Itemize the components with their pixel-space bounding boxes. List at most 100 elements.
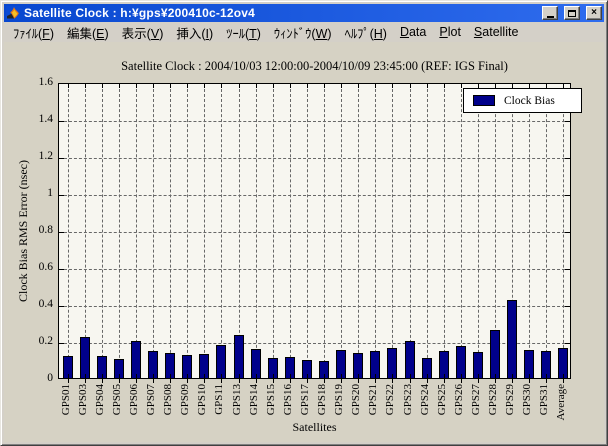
- maximize-button[interactable]: [564, 6, 580, 20]
- x-tick-outer: [119, 379, 120, 383]
- menu-item-E[interactable]: 編集(E): [67, 23, 109, 42]
- x-tick-top: [68, 84, 69, 88]
- x-gridline: [546, 84, 547, 378]
- y-tick-label: 0: [12, 372, 53, 384]
- x-tick-label-GPS23: GPS23: [402, 384, 415, 415]
- x-tick-label-GPS05: GPS05: [111, 384, 124, 415]
- x-tick-bottom: [392, 374, 393, 378]
- x-tick-bottom: [478, 374, 479, 378]
- x-tick-bottom: [461, 374, 462, 378]
- x-tick-label-GPS22: GPS22: [384, 384, 397, 415]
- y-tick-label: 0.4: [12, 298, 53, 310]
- x-tick-outer: [221, 379, 222, 383]
- x-tick-bottom: [307, 374, 308, 378]
- menu-item-I[interactable]: 挿入(I): [176, 23, 213, 42]
- plot-area: [58, 83, 571, 379]
- x-tick-top: [358, 84, 359, 88]
- x-tick-bottom: [119, 374, 120, 378]
- x-tick-bottom: [256, 374, 257, 378]
- x-tick-outer: [563, 379, 564, 383]
- x-tick-top: [204, 84, 205, 88]
- x-tick-bottom: [153, 374, 154, 378]
- y-tick-label: 0.8: [12, 224, 53, 236]
- menu-item-D[interactable]: Data: [400, 25, 426, 39]
- x-axis-label: Satellites: [58, 420, 571, 435]
- close-button[interactable]: ×: [586, 6, 602, 20]
- menu-item-V[interactable]: 表示(V): [122, 23, 164, 42]
- y-tick-left: [59, 306, 64, 307]
- x-tick-top: [410, 84, 411, 88]
- x-tick-outer: [427, 379, 428, 383]
- x-tick-top: [392, 84, 393, 88]
- x-gridline: [68, 84, 69, 378]
- x-tick-label-GPS29: GPS29: [504, 384, 517, 415]
- y-tick-label: 0.2: [12, 335, 53, 347]
- x-tick-bottom: [102, 374, 103, 378]
- x-gridline: [187, 84, 188, 378]
- x-tick-outer: [68, 379, 69, 383]
- x-tick-bottom: [375, 374, 376, 378]
- x-tick-outer: [204, 379, 205, 383]
- x-tick-outer: [478, 379, 479, 383]
- x-gridline: [239, 84, 240, 378]
- legend-swatch: [473, 95, 495, 106]
- x-tick-label-GPS09: GPS09: [179, 384, 192, 415]
- x-tick-top: [187, 84, 188, 88]
- y-tick-label: 1.6: [12, 76, 53, 88]
- x-tick-bottom: [358, 374, 359, 378]
- menu-item-H[interactable]: ﾍﾙﾌﾟ(H): [345, 23, 387, 42]
- x-tick-top: [341, 84, 342, 88]
- minimize-icon: [547, 16, 554, 18]
- title-bar[interactable]: Satellite Clock : h:¥gps¥200410c-12ov4 ×: [4, 4, 604, 22]
- minimize-button[interactable]: [542, 6, 558, 20]
- x-tick-label-GPS10: GPS10: [196, 384, 209, 415]
- menu-item-T[interactable]: ﾂｰﾙ(T): [226, 23, 261, 42]
- x-tick-top: [119, 84, 120, 88]
- x-tick-bottom: [512, 374, 513, 378]
- x-tick-outer: [290, 379, 291, 383]
- x-tick-outer: [136, 379, 137, 383]
- menu-item-P[interactable]: Plot: [439, 25, 461, 39]
- y-tick-right: [565, 306, 570, 307]
- x-tick-bottom: [427, 374, 428, 378]
- x-tick-outer: [444, 379, 445, 383]
- x-gridline: [273, 84, 274, 378]
- x-tick-label-GPS24: GPS24: [419, 384, 432, 415]
- x-tick-outer: [324, 379, 325, 383]
- x-tick-outer: [529, 379, 530, 383]
- x-gridline: [529, 84, 530, 378]
- x-tick-label-GPS21: GPS21: [367, 384, 380, 415]
- y-tick-label: 0.6: [12, 261, 53, 273]
- y-tick-left: [59, 158, 64, 159]
- x-gridline: [290, 84, 291, 378]
- x-tick-bottom: [290, 374, 291, 378]
- x-tick-outer: [256, 379, 257, 383]
- x-tick-top: [307, 84, 308, 88]
- x-tick-label-GPS18: GPS18: [316, 384, 329, 415]
- x-tick-bottom: [136, 374, 137, 378]
- bar-GPS29: [507, 300, 517, 378]
- x-tick-outer: [392, 379, 393, 383]
- x-tick-top: [170, 84, 171, 88]
- menu-item-W[interactable]: ｳｨﾝﾄﾞｳ(W): [274, 23, 332, 42]
- menu-item-S[interactable]: Satellite: [474, 25, 518, 39]
- x-gridline: [102, 84, 103, 378]
- x-tick-bottom: [324, 374, 325, 378]
- legend: Clock Bias: [463, 88, 582, 113]
- x-gridline: [563, 84, 564, 378]
- menu-item-F[interactable]: ﾌｧｲﾙ(F): [13, 23, 54, 42]
- y-tick-left: [59, 195, 64, 196]
- menu-bar: ﾌｧｲﾙ(F) 編集(E) 表示(V) 挿入(I) ﾂｰﾙ(T) ｳｨﾝﾄﾞｳ(W) ﾍﾙﾌ…: [4, 22, 604, 42]
- x-gridline: [341, 84, 342, 378]
- x-tick-top: [153, 84, 154, 88]
- x-tick-label-GPS28: GPS28: [487, 384, 500, 415]
- x-tick-label-GPS15: GPS15: [265, 384, 278, 415]
- x-tick-label-GPS08: GPS08: [162, 384, 175, 415]
- x-tick-top: [290, 84, 291, 88]
- x-tick-bottom: [221, 374, 222, 378]
- x-tick-bottom: [341, 374, 342, 378]
- x-gridline: [153, 84, 154, 378]
- x-gridline: [392, 84, 393, 378]
- x-tick-outer: [495, 379, 496, 383]
- y-tick-label: 1.2: [12, 150, 53, 162]
